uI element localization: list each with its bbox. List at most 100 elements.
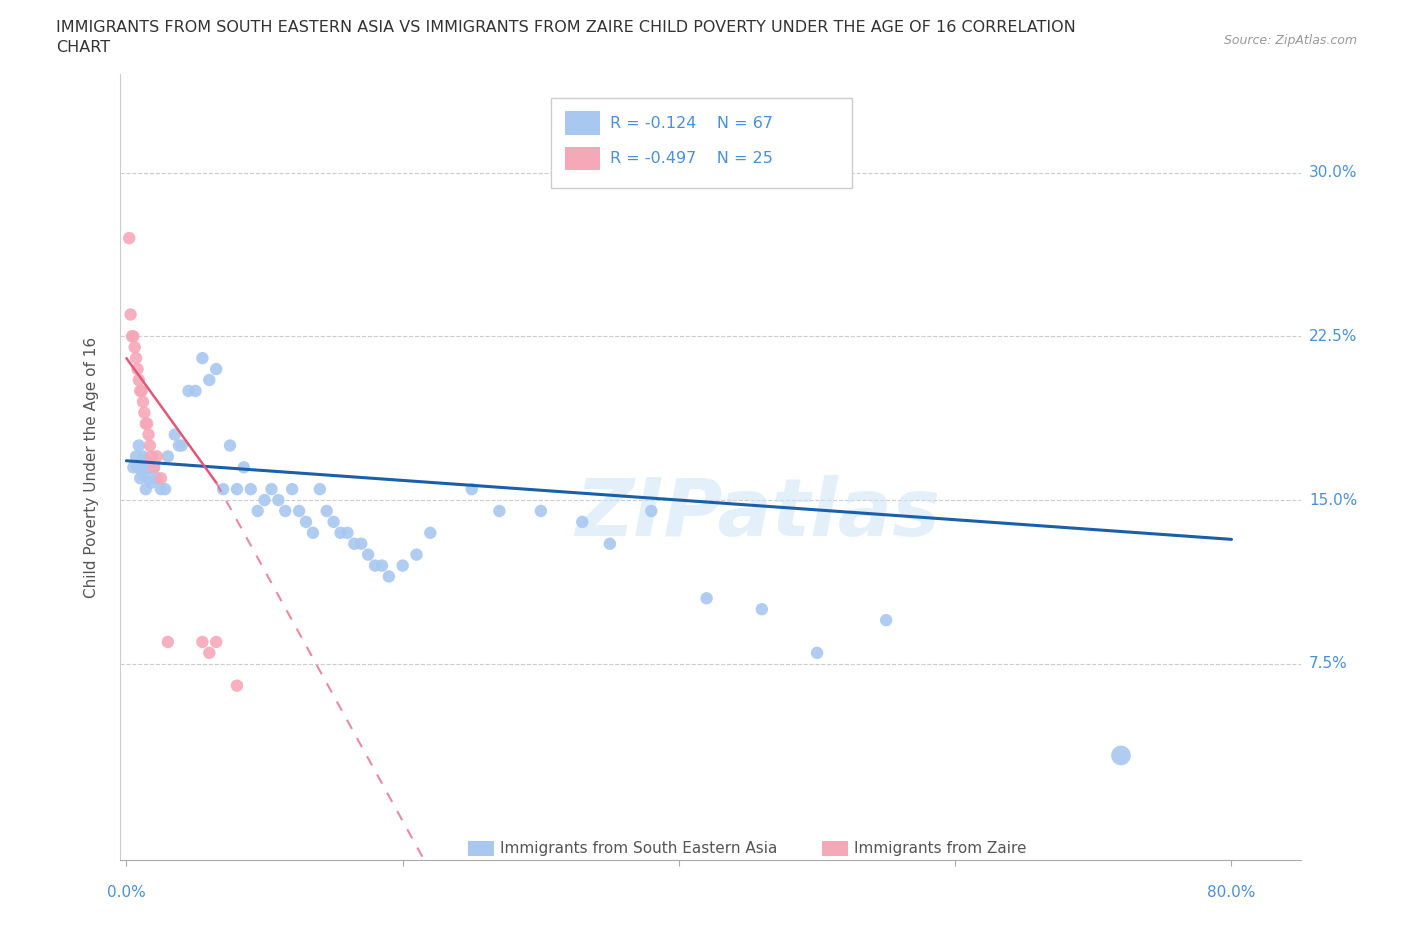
Point — [350, 537, 373, 551]
Point — [135, 417, 157, 432]
Text: IMMIGRANTS FROM SOUTH EASTERN ASIA VS IMMIGRANTS FROM ZAIRE CHILD POVERTY UNDER : IMMIGRANTS FROM SOUTH EASTERN ASIA VS IM… — [56, 20, 1076, 35]
Point — [253, 493, 276, 508]
Point — [127, 460, 149, 474]
Point — [357, 547, 380, 562]
Point — [141, 449, 163, 464]
FancyBboxPatch shape — [565, 112, 600, 135]
Point — [191, 634, 214, 649]
Point — [139, 438, 162, 453]
Point — [120, 307, 142, 322]
Point — [260, 482, 283, 497]
Point — [146, 471, 169, 485]
Text: 15.0%: 15.0% — [1309, 493, 1357, 508]
Point — [315, 503, 337, 518]
Text: 30.0%: 30.0% — [1309, 166, 1357, 180]
FancyBboxPatch shape — [551, 98, 852, 189]
Text: 22.5%: 22.5% — [1309, 329, 1357, 344]
Point — [153, 482, 176, 497]
Point — [156, 634, 179, 649]
Point — [128, 438, 150, 453]
Point — [136, 417, 159, 432]
Point — [343, 537, 366, 551]
Point — [378, 569, 401, 584]
Point — [198, 645, 221, 660]
Point — [322, 514, 344, 529]
Point — [696, 591, 718, 605]
Point — [391, 558, 413, 573]
Point — [274, 503, 297, 518]
Point — [149, 471, 172, 485]
FancyBboxPatch shape — [468, 841, 494, 857]
Text: ZIPatlas: ZIPatlas — [575, 475, 939, 553]
Text: R = -0.124    N = 67: R = -0.124 N = 67 — [610, 115, 773, 130]
Point — [131, 383, 153, 398]
Point — [226, 678, 249, 693]
Point — [163, 427, 186, 442]
Point — [124, 339, 146, 354]
Point — [599, 537, 621, 551]
Point — [156, 449, 179, 464]
Point — [751, 602, 773, 617]
FancyBboxPatch shape — [565, 147, 600, 170]
Text: 80.0%: 80.0% — [1208, 885, 1256, 900]
Point — [138, 427, 160, 442]
Point — [136, 460, 159, 474]
Point — [134, 405, 156, 420]
Point — [122, 460, 145, 474]
Point — [329, 525, 352, 540]
Point — [122, 329, 145, 344]
Point — [205, 634, 228, 649]
Text: Immigrants from Zaire: Immigrants from Zaire — [853, 841, 1026, 856]
Point — [205, 362, 228, 377]
Point — [121, 329, 143, 344]
Text: R = -0.497    N = 25: R = -0.497 N = 25 — [610, 151, 772, 166]
Point — [143, 460, 166, 474]
Point — [139, 460, 162, 474]
Text: CHART: CHART — [56, 40, 110, 55]
Y-axis label: Child Poverty Under the Age of 16: Child Poverty Under the Age of 16 — [84, 337, 98, 598]
Point — [239, 482, 262, 497]
Text: 7.5%: 7.5% — [1309, 657, 1347, 671]
Point — [308, 482, 330, 497]
Point — [302, 525, 325, 540]
Text: Immigrants from South Eastern Asia: Immigrants from South Eastern Asia — [499, 841, 778, 856]
Point — [125, 351, 148, 365]
Point — [131, 453, 153, 468]
Point — [488, 503, 510, 518]
Point — [125, 449, 148, 464]
Point — [132, 449, 155, 464]
Point — [177, 383, 200, 398]
Point — [640, 503, 662, 518]
FancyBboxPatch shape — [823, 841, 848, 857]
Point — [127, 362, 149, 377]
Point — [129, 460, 152, 474]
Point — [1109, 748, 1132, 763]
Point — [336, 525, 359, 540]
Point — [141, 475, 163, 490]
Text: 0.0%: 0.0% — [107, 885, 146, 900]
Point — [191, 351, 214, 365]
Text: Source: ZipAtlas.com: Source: ZipAtlas.com — [1223, 34, 1357, 47]
Point — [136, 453, 159, 468]
Point — [149, 482, 172, 497]
Point — [281, 482, 304, 497]
Point — [461, 482, 484, 497]
Point — [128, 373, 150, 388]
Point — [118, 231, 141, 246]
Point — [212, 482, 235, 497]
Point — [219, 438, 242, 453]
Point — [129, 383, 152, 398]
Point — [170, 438, 193, 453]
Point — [371, 558, 394, 573]
Point — [267, 493, 290, 508]
Point — [530, 503, 553, 518]
Point — [875, 613, 897, 628]
Point — [232, 460, 254, 474]
Point — [295, 514, 318, 529]
Point — [419, 525, 441, 540]
Point — [288, 503, 311, 518]
Point — [806, 645, 828, 660]
Point — [146, 449, 169, 464]
Point — [364, 558, 387, 573]
Point — [167, 438, 190, 453]
